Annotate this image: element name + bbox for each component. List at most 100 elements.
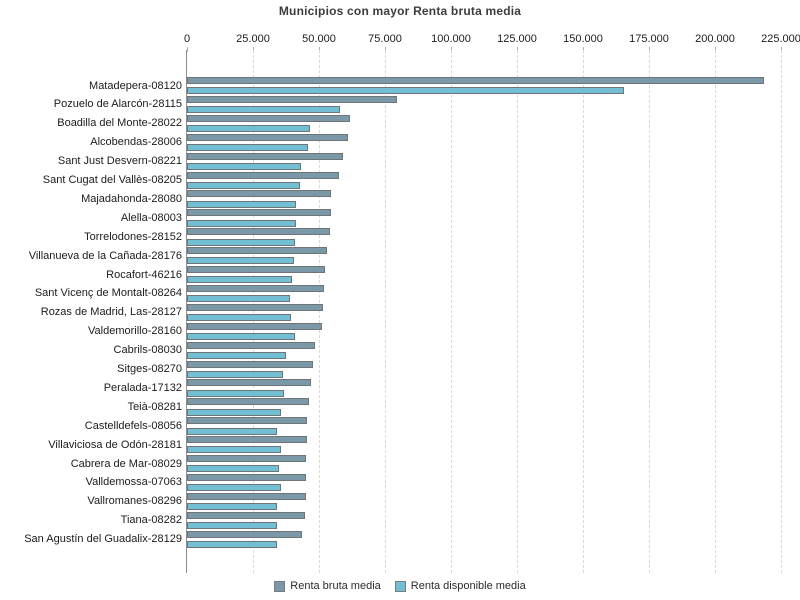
x-axis-tick-label: 0	[183, 33, 191, 45]
legend-swatch-renta-bruta	[274, 580, 286, 592]
bar-renta-bruta	[187, 379, 311, 387]
x-axis-tick-mark	[451, 47, 452, 52]
category-label: Castelldefels-08056	[84, 419, 182, 432]
category-label: Cabrera de Mar-08029	[70, 457, 182, 470]
bar-renta-disponible	[187, 503, 277, 511]
legend-label-renta-disponible: Renta disponible media	[410, 580, 526, 592]
bar-renta-bruta	[187, 341, 315, 349]
bar-renta-bruta	[187, 247, 327, 255]
bar-renta-bruta	[187, 77, 764, 84]
bar-renta-bruta	[187, 228, 330, 236]
category-label: San Agustín del Guadalix-28129	[24, 533, 182, 546]
legend: Renta bruta media Renta disponible media	[0, 580, 800, 592]
category-label: Cabrils-08030	[113, 344, 182, 357]
bar-renta-disponible	[187, 314, 291, 322]
bar-renta-disponible	[187, 333, 295, 340]
bar-renta-bruta	[187, 190, 331, 198]
bar-renta-bruta	[187, 492, 306, 500]
category-label: Rozas de Madrid, Las-28127	[40, 306, 182, 319]
x-axis-tick-label: 75.000	[368, 33, 402, 45]
x-axis-tick-label: 25.000	[236, 33, 270, 45]
bar-renta-disponible	[187, 408, 281, 416]
gridline	[649, 50, 650, 573]
category-label: Boadilla del Monte-28022	[57, 117, 182, 130]
bar-renta-disponible	[187, 162, 301, 170]
bar-renta-disponible	[187, 295, 290, 303]
bar-renta-bruta	[187, 322, 322, 330]
bar-renta-disponible	[187, 446, 281, 454]
bar-renta-disponible	[187, 522, 277, 529]
x-axis-tick-label: 225.000	[761, 33, 800, 45]
category-label: Villaviciosa de Odón-28181	[48, 438, 182, 451]
gridline	[583, 50, 584, 573]
bar-renta-bruta	[187, 303, 323, 311]
bar-renta-disponible	[187, 465, 279, 473]
gridline	[319, 50, 320, 573]
legend-label-renta-bruta: Renta bruta media	[290, 580, 381, 592]
category-label: Torrelodones-28152	[84, 230, 182, 243]
x-axis-tick-mark	[715, 47, 716, 52]
bar-renta-bruta	[187, 209, 331, 217]
x-axis-tick-label: 200.000	[695, 33, 735, 45]
x-axis-tick-mark	[385, 47, 386, 52]
category-label: Villanueva de la Cañada-28176	[28, 249, 182, 262]
bar-renta-bruta	[187, 152, 343, 160]
category-label: Tiana-08282	[120, 514, 182, 527]
x-axis-tick-label: 50.000	[302, 33, 336, 45]
category-label: Valldemossa-07063	[85, 476, 182, 489]
bar-renta-bruta	[187, 417, 307, 425]
bar-renta-disponible	[187, 219, 296, 227]
chart-title: Municipios con mayor Renta bruta media	[278, 4, 522, 18]
bar-renta-bruta	[187, 473, 306, 481]
bar-renta-disponible	[187, 87, 624, 95]
bar-renta-disponible	[187, 484, 281, 492]
category-label: Vallromanes-08296	[87, 495, 182, 508]
category-label: Pozuelo de Alarcón-28115	[53, 98, 182, 111]
bar-renta-bruta	[187, 360, 313, 368]
bar-renta-disponible	[187, 125, 310, 133]
legend-swatch-renta-disponible	[394, 580, 406, 592]
bar-renta-bruta	[187, 171, 339, 179]
legend-item-renta-bruta: Renta bruta media	[274, 580, 381, 592]
x-axis-tick-mark	[319, 47, 320, 52]
category-label: Sant Just Desvern-08221	[57, 155, 182, 168]
gridline	[781, 50, 782, 573]
x-axis-tick-mark	[517, 47, 518, 52]
x-axis-tick-label: 150.000	[563, 33, 603, 45]
x-axis-tick-label: 175.000	[629, 33, 669, 45]
bar-renta-bruta	[187, 455, 306, 462]
gridline	[451, 50, 452, 573]
legend-item-renta-disponible: Renta disponible media	[394, 580, 526, 592]
y-axis-line	[186, 50, 187, 573]
x-axis-tick-label: 100.000	[431, 33, 471, 45]
x-axis-tick-mark	[583, 47, 584, 52]
x-axis-tick-mark	[781, 47, 782, 52]
gridline	[253, 50, 254, 573]
bar-renta-disponible	[187, 106, 340, 114]
bar-renta-disponible	[187, 181, 300, 189]
plot-area	[187, 50, 800, 573]
bar-renta-disponible	[187, 351, 286, 359]
bar-renta-bruta	[187, 436, 307, 444]
bar-renta-disponible	[187, 238, 295, 246]
bar-renta-disponible	[187, 427, 277, 435]
category-label: Majadahonda-28080	[81, 192, 182, 205]
bar-renta-disponible	[187, 370, 283, 378]
category-label: Peralada-17132	[103, 381, 182, 394]
x-axis-tick-mark	[187, 47, 188, 52]
category-label: Teià-08281	[127, 400, 182, 413]
category-label: Sant Cugat del Vallès-08205	[42, 174, 182, 186]
bar-renta-bruta	[187, 511, 305, 519]
bar-renta-bruta	[187, 133, 348, 141]
bar-renta-disponible	[187, 540, 277, 548]
bar-renta-bruta	[187, 266, 325, 273]
bar-renta-disponible	[187, 144, 308, 151]
bar-renta-disponible	[187, 389, 284, 397]
category-label: Sitges-08270	[117, 363, 182, 375]
x-axis-tick-mark	[253, 47, 254, 52]
bar-renta-bruta	[187, 95, 397, 103]
category-label: Valdemorillo-28160	[88, 325, 182, 338]
bar-renta-bruta	[187, 284, 324, 292]
x-axis-tick-mark	[649, 47, 650, 52]
